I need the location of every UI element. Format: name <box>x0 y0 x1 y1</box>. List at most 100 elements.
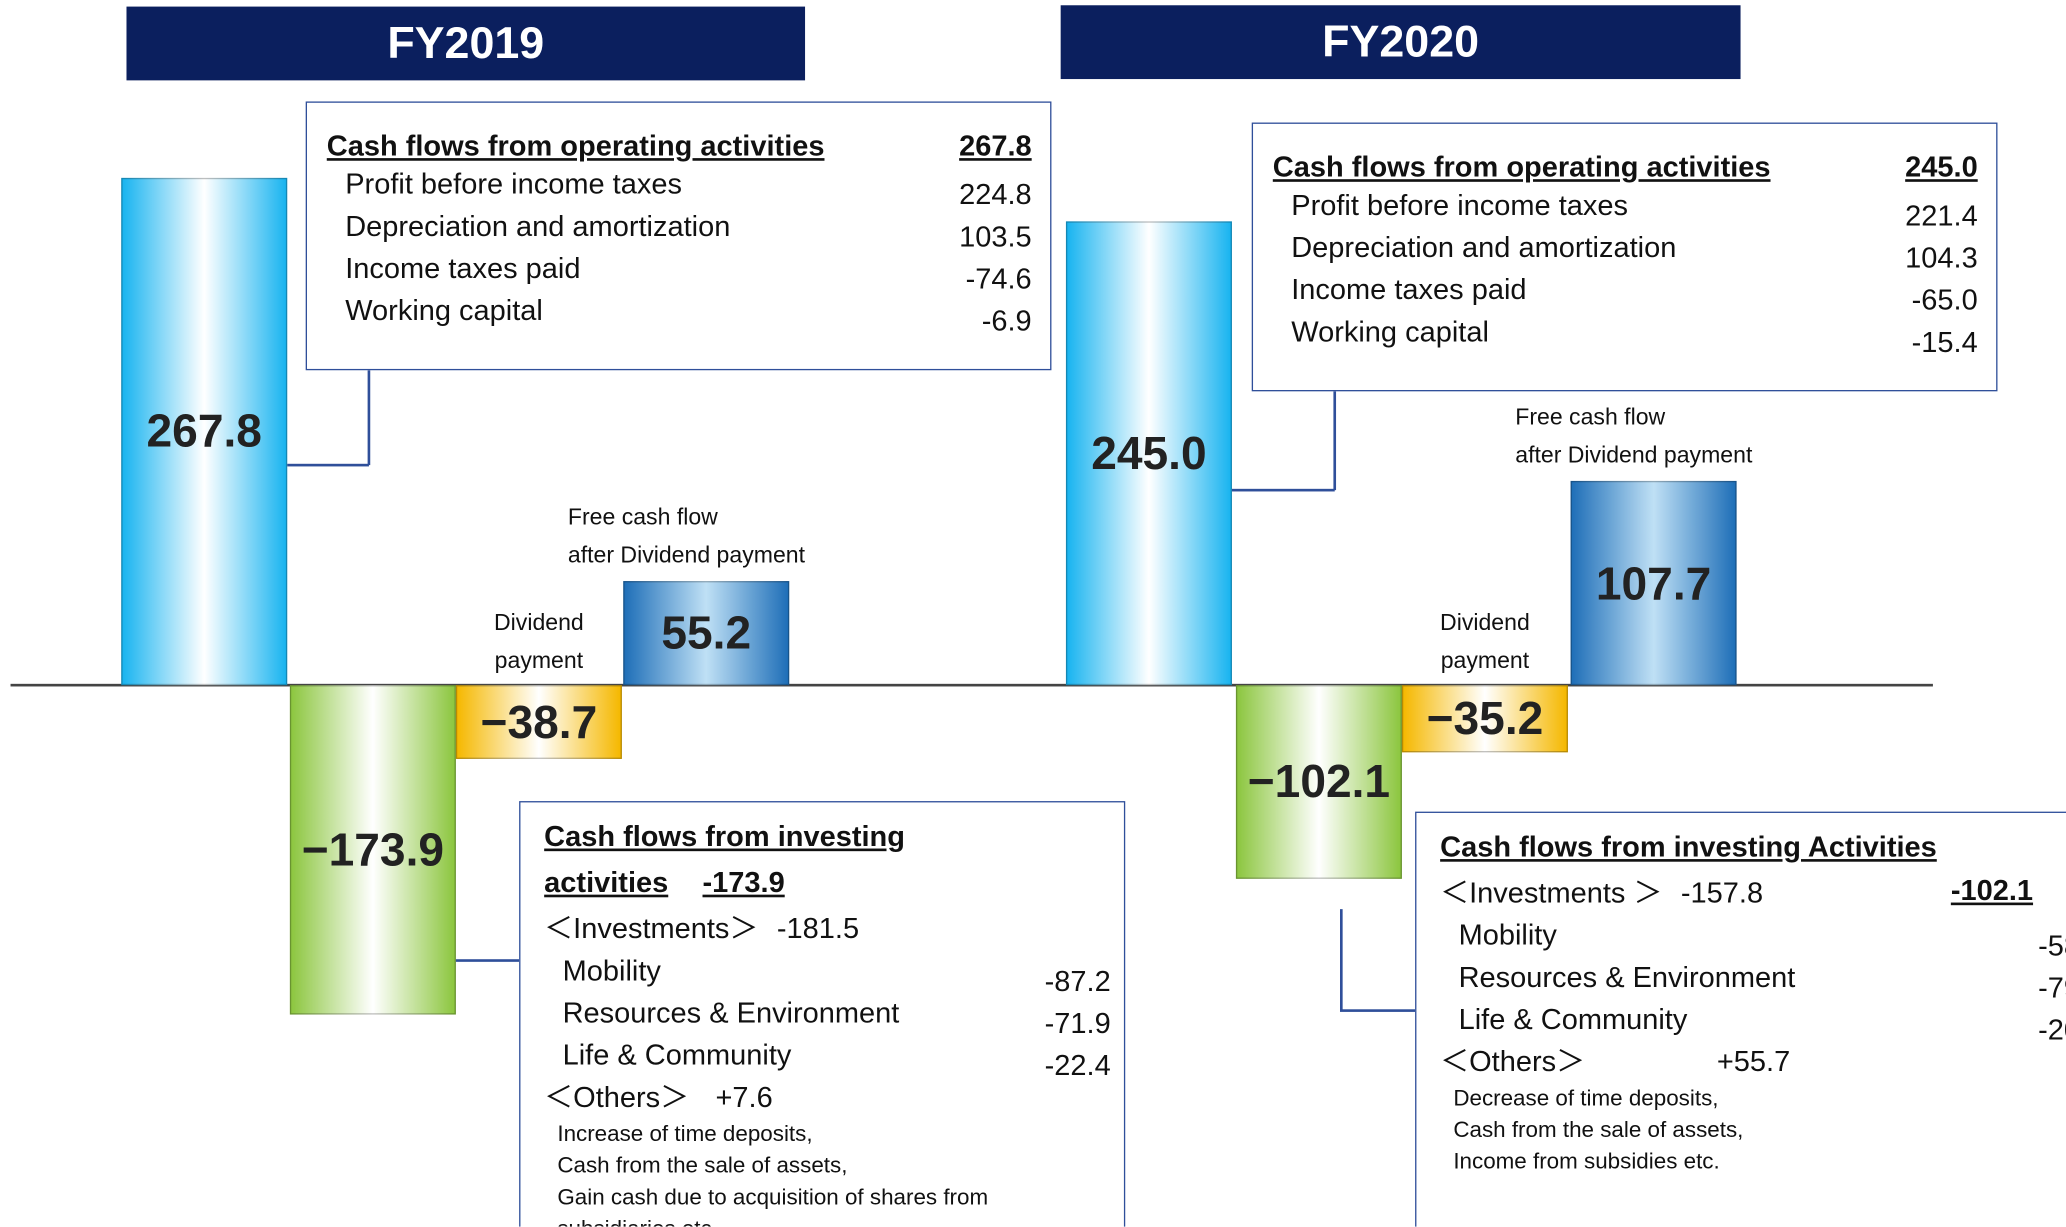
group-label: ＜Investments＞ <box>544 911 759 945</box>
box-row: Life & Community -22.4 <box>544 1034 1111 1081</box>
box-row: Profit before income taxes 224.8 <box>327 163 1032 210</box>
panel-title: FY2020 <box>1060 5 1741 80</box>
item-label: Depreciation and amortization <box>345 209 731 243</box>
box-row: Working capital -6.9 <box>327 290 1032 337</box>
item-label: Income taxes paid <box>1291 272 1527 306</box>
investing-box: Cash flows from investing Activities -102… <box>1415 811 2066 1227</box>
bar-value-label: −102.1 <box>1247 756 1391 809</box>
box-row: Resources & Environment -79.2 <box>1440 957 2066 1004</box>
item-label: Working capital <box>345 293 543 327</box>
item-label: Profit before income taxes <box>1291 188 1628 222</box>
item-value: 221.4 <box>1905 198 1978 232</box>
box-title-block: Cash flows from investing activities -173… <box>544 816 992 908</box>
item-label: Life & Community <box>562 1038 792 1072</box>
connector <box>1231 488 1335 491</box>
category-label: Dividend payment <box>1440 608 1530 674</box>
notes: Decrease of time deposits, Cash from the … <box>1440 1083 1980 1178</box>
bar: −38.7 <box>455 685 622 759</box>
connector <box>367 370 370 466</box>
box-row: Profit before income taxes 221.4 <box>1273 184 1977 231</box>
bar: 55.2 <box>623 580 790 686</box>
bar-value-label: 267.8 <box>146 406 262 458</box>
panel-title: FY2019 <box>126 6 806 81</box>
operating-box: Cash flows from operating activities 245.… <box>1251 122 1998 392</box>
box-row: Depreciation and amortization 104.3 <box>1273 227 1977 274</box>
box-row: Income taxes paid -74.6 <box>327 248 1032 295</box>
group-value: +7.6 <box>715 1080 773 1114</box>
connector <box>1333 391 1336 491</box>
connector <box>455 959 520 962</box>
category-label: Free cash flow after Dividend payment <box>567 502 806 568</box>
box-total: 267.8 <box>959 129 1032 163</box>
note: Cash from the sale of assets, <box>557 1152 848 1178</box>
item-value: -20.5 <box>2038 1013 2066 1047</box>
box-title: Cash flows from operating activities <box>326 129 825 163</box>
category-label: Dividend payment <box>494 608 584 674</box>
bar: −102.1 <box>1235 685 1402 879</box>
bar-value-label: −173.9 <box>301 824 445 877</box>
others-row: ＜Others＞ +7.6 <box>544 1076 1111 1118</box>
item-value: -6.9 <box>981 304 1032 338</box>
group-label: ＜Others＞ <box>1440 1044 1586 1078</box>
investments-row: ＜Investments ＞ -157.8 <box>1440 872 2066 914</box>
group-label: ＜Investments ＞ <box>1440 876 1663 910</box>
item-value: -65.0 <box>1911 283 1978 317</box>
bar: −173.9 <box>289 685 456 1015</box>
box-total: -102.1 <box>1950 873 2034 907</box>
item-label: Life & Community <box>1458 1002 1688 1036</box>
investments-row: ＜Investments＞ -181.5 <box>544 908 1111 950</box>
box-row: Working capital -15.4 <box>1273 311 1977 358</box>
group-value: -157.8 <box>1680 876 1764 910</box>
box-row: Income taxes paid -65.0 <box>1273 269 1977 316</box>
group-value: +55.7 <box>1716 1044 1791 1078</box>
investing-box: Cash flows from investing activities -173… <box>519 801 1126 1227</box>
item-value: -71.9 <box>1044 1006 1111 1040</box>
item-label: Resources & Environment <box>1458 960 1796 994</box>
box-title: Cash flows from operating activities <box>1272 150 1771 184</box>
bar-value-label: 107.7 <box>1595 558 1712 610</box>
bar-value-label: −35.2 <box>1426 693 1544 745</box>
item-label: Mobility <box>562 953 661 987</box>
item-label: Working capital <box>1291 314 1489 348</box>
group-label: ＜Others＞ <box>544 1080 690 1114</box>
box-row: Life & Community -20.5 <box>1440 999 2066 1046</box>
item-value: -22.4 <box>1044 1048 1111 1082</box>
others-row: ＜Others＞ +55.7 <box>1440 1041 2066 1083</box>
item-label: Profit before income taxes <box>345 167 682 201</box>
note: Decrease of time deposits, <box>1453 1085 1719 1111</box>
item-label: Income taxes paid <box>345 251 581 285</box>
item-value: -74.6 <box>965 262 1032 296</box>
box-title-row: Cash flows from operating activities 267.… <box>327 129 1032 163</box>
bar-value-label: 245.0 <box>1091 428 1207 480</box>
note: Gain cash due to acquisition of shares f… <box>557 1184 989 1227</box>
item-value: 224.8 <box>959 177 1032 211</box>
item-label: Depreciation and amortization <box>1291 230 1677 264</box>
note: Income from subsidies etc. <box>1453 1148 1720 1174</box>
notes: Increase of time deposits, Cash from the … <box>544 1119 1084 1227</box>
box-title-block: Cash flows from investing Activities <box>1440 826 1993 872</box>
group-value: -181.5 <box>776 911 860 945</box>
item-value: -15.4 <box>1911 325 1978 359</box>
note: Increase of time deposits, <box>557 1121 813 1147</box>
axis-line <box>10 683 1933 687</box>
box-title: Cash flows from investing activities <box>544 819 905 899</box>
item-value: -79.2 <box>2038 971 2066 1005</box>
bar: −35.2 <box>1401 685 1568 752</box>
connector <box>1339 909 1342 1011</box>
bar-value-label: −38.7 <box>480 696 598 749</box>
category-label: Free cash flow after Dividend payment <box>1515 403 1753 468</box>
box-total: 245.0 <box>1905 150 1978 184</box>
bar: 107.7 <box>1570 481 1737 686</box>
bar: 267.8 <box>121 177 288 686</box>
box-row: Resources & Environment -71.9 <box>544 992 1111 1039</box>
note: Cash from the sale of assets, <box>1453 1117 1744 1143</box>
box-row: Depreciation and amortization 103.5 <box>327 206 1032 252</box>
box-row: Mobility -87.2 <box>544 950 1111 997</box>
box-title: Cash flows from investing Activities <box>1440 830 1937 864</box>
item-value: 104.3 <box>1905 241 1978 275</box>
item-value: -58.1 <box>2038 928 2066 962</box>
box-total: -173.9 <box>702 865 785 899</box>
box-title-row: Cash flows from operating activities 245.… <box>1273 150 1978 184</box>
item-value: 103.5 <box>959 220 1032 253</box>
